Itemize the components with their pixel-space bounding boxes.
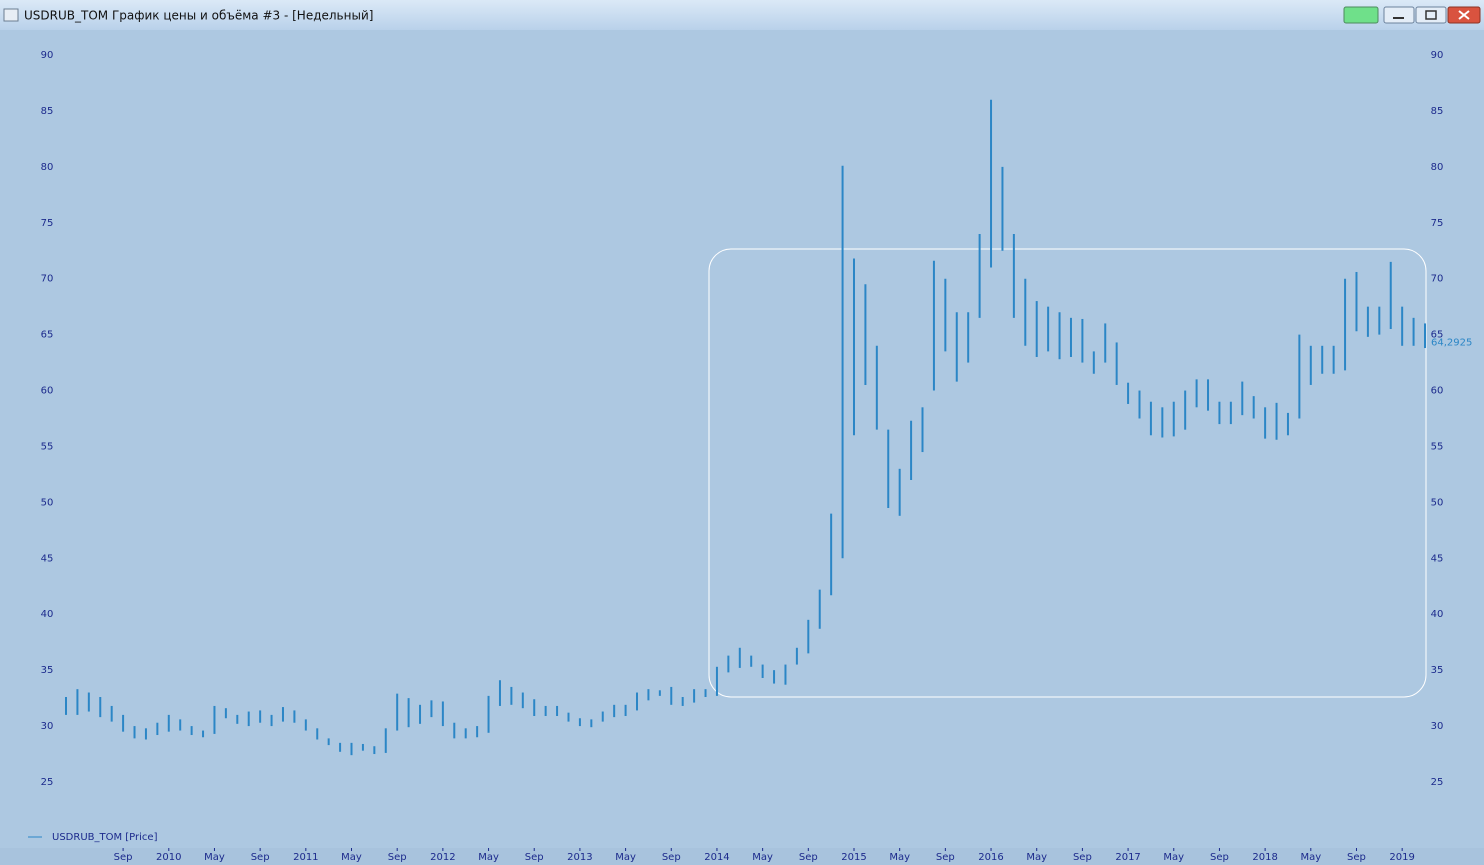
x-tick-label: 2011 — [293, 852, 318, 863]
x-tick-label: Sep — [936, 852, 955, 863]
y-tick-label: 45 — [41, 553, 54, 564]
last-price-label: 64,2925 — [1431, 338, 1472, 349]
y-tick-label: 30 — [41, 721, 54, 732]
window-title: USDRUB_TOM График цены и объёма #3 - [Не… — [24, 9, 373, 23]
x-tick-label: May — [1163, 852, 1184, 863]
y2-tick-label: 85 — [1431, 106, 1444, 117]
y2-tick-label: 55 — [1431, 441, 1444, 452]
y-tick-label: 60 — [41, 386, 54, 397]
x-tick-label: 2010 — [156, 852, 181, 863]
y2-tick-label: 90 — [1431, 50, 1444, 61]
highlight-frame — [708, 248, 1427, 698]
y-tick-label: 25 — [41, 777, 54, 788]
x-tick-label: Sep — [388, 852, 407, 863]
x-tick-label: Sep — [662, 852, 681, 863]
y-tick-label: 55 — [41, 441, 54, 452]
x-tick-label: May — [615, 852, 636, 863]
window-icon — [3, 8, 19, 22]
title-bar — [0, 0, 1484, 30]
y2-tick-label: 70 — [1431, 274, 1444, 285]
x-tick-label: May — [889, 852, 910, 863]
x-tick-label: 2012 — [430, 852, 455, 863]
y-tick-label: 35 — [41, 665, 54, 676]
y-tick-label: 70 — [41, 274, 54, 285]
x-tick-label: 2016 — [978, 852, 1003, 863]
y2-tick-label: 80 — [1431, 162, 1444, 173]
x-tick-label: May — [1026, 852, 1047, 863]
y-tick-label: 80 — [41, 162, 54, 173]
y-tick-label: 65 — [41, 330, 54, 341]
x-tick-label: May — [478, 852, 499, 863]
y2-tick-label: 35 — [1431, 665, 1444, 676]
x-tick-label: Sep — [114, 852, 133, 863]
legend-label: USDRUB_TOM [Price] — [52, 832, 158, 843]
x-tick-label: May — [341, 852, 362, 863]
x-tick-label: Sep — [799, 852, 818, 863]
x-axis-strip — [0, 848, 1484, 865]
y2-tick-label: 75 — [1431, 218, 1444, 229]
maximize-button[interactable] — [1415, 6, 1447, 24]
y2-tick-label: 50 — [1431, 497, 1444, 508]
x-tick-label: Sep — [251, 852, 270, 863]
minimize-button[interactable] — [1383, 6, 1415, 24]
y2-tick-label: 30 — [1431, 721, 1444, 732]
x-tick-label: Sep — [1073, 852, 1092, 863]
x-tick-label: 2018 — [1252, 852, 1277, 863]
x-tick-label: 2017 — [1115, 852, 1140, 863]
x-tick-label: Sep — [1210, 852, 1229, 863]
x-tick-label: May — [752, 852, 773, 863]
y2-tick-label: 40 — [1431, 609, 1444, 620]
y-tick-label: 85 — [41, 106, 54, 117]
y-tick-label: 90 — [41, 50, 54, 61]
y-tick-label: 75 — [41, 218, 54, 229]
y-tick-label: 40 — [41, 609, 54, 620]
y2-tick-label: 45 — [1431, 553, 1444, 564]
y-tick-label: 50 — [41, 497, 54, 508]
y2-tick-label: 65 — [1431, 330, 1444, 341]
x-tick-label: 2013 — [567, 852, 592, 863]
y2-tick-label: 60 — [1431, 386, 1444, 397]
x-tick-label: May — [1300, 852, 1321, 863]
x-tick-label: Sep — [1347, 852, 1366, 863]
y2-tick-label: 25 — [1431, 777, 1444, 788]
x-tick-label: Sep — [525, 852, 544, 863]
x-tick-label: 2014 — [704, 852, 729, 863]
x-tick-label: 2015 — [841, 852, 866, 863]
link-button[interactable] — [1343, 6, 1379, 24]
x-tick-label: May — [204, 852, 225, 863]
x-tick-label: 2019 — [1389, 852, 1414, 863]
